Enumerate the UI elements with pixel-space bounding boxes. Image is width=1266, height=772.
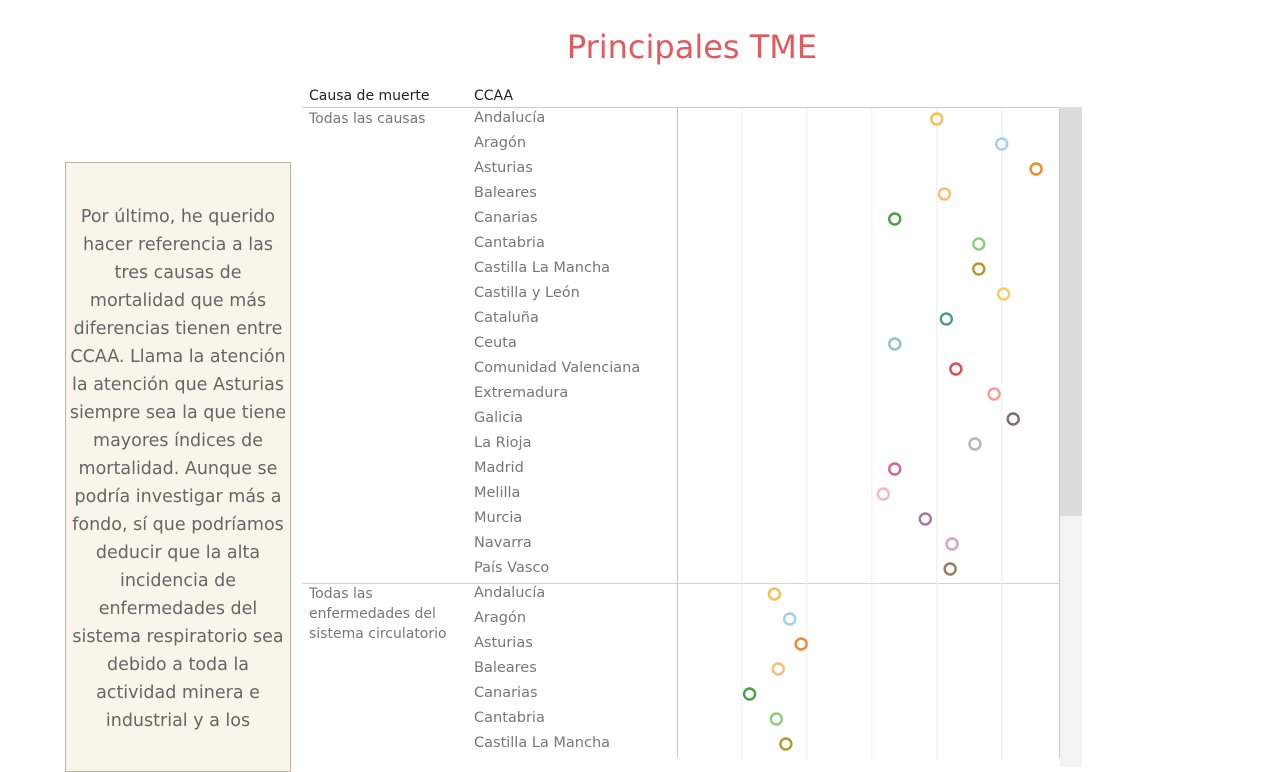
data-point[interactable] xyxy=(1029,162,1043,176)
ccaa-label: Murcia xyxy=(474,510,523,526)
ccaa-label: Ceuta xyxy=(474,335,517,351)
story-text-box: Por último, he querido hacer referencia … xyxy=(65,162,291,772)
ccaa-label: Cataluña xyxy=(474,310,539,326)
data-point[interactable] xyxy=(949,362,963,376)
data-point[interactable] xyxy=(767,587,782,601)
ccaa-label: Canarias xyxy=(474,685,538,701)
scrollbar-thumb[interactable] xyxy=(1060,107,1082,516)
ccaa-label: Asturias xyxy=(474,635,533,651)
data-point[interactable] xyxy=(876,487,890,501)
ccaa-label: Extremadura xyxy=(474,385,569,401)
ccaa-label: Madrid xyxy=(474,460,524,476)
data-point[interactable] xyxy=(918,512,932,526)
data-point[interactable] xyxy=(996,287,1011,301)
ccaa-label: Castilla La Mancha xyxy=(474,735,611,751)
ccaa-label: La Rioja xyxy=(474,435,532,451)
data-point[interactable] xyxy=(782,612,797,626)
cause-label: Todas las causas xyxy=(309,110,426,127)
ccaa-label: Aragón xyxy=(474,135,527,151)
cause-label: Todas las enfermedades del sistema circu… xyxy=(309,585,447,642)
data-point[interactable] xyxy=(972,237,986,251)
data-point[interactable] xyxy=(930,112,944,126)
ccaa-label: Melilla xyxy=(474,485,521,501)
data-point[interactable] xyxy=(888,212,902,226)
data-point[interactable] xyxy=(943,562,957,576)
chart-title: Principales TME xyxy=(566,28,818,66)
section-divider xyxy=(302,582,1059,584)
ccaa-label: Castilla y León xyxy=(474,285,580,301)
story-text: Por último, he querido hacer referencia … xyxy=(69,207,287,731)
ccaa-label: Navarra xyxy=(474,535,532,551)
header-cause: Causa de muerte xyxy=(309,88,430,104)
data-point[interactable] xyxy=(972,262,986,276)
plot-right-border xyxy=(1059,582,1060,758)
plot-axis-border xyxy=(677,582,678,758)
ccaa-label: Aragón xyxy=(474,610,527,626)
ccaa-label: Asturias xyxy=(474,160,533,176)
ccaa-label: Galicia xyxy=(474,410,524,426)
ccaa-label: Comunidad Valenciana xyxy=(474,360,641,376)
data-point[interactable] xyxy=(1006,412,1020,426)
ccaa-label: Baleares xyxy=(474,185,537,201)
header-divider xyxy=(302,107,1059,108)
data-point[interactable] xyxy=(794,637,808,651)
data-point[interactable] xyxy=(771,662,785,676)
ccaa-label: Castilla La Mancha xyxy=(474,260,611,276)
data-point[interactable] xyxy=(779,737,793,751)
data-point[interactable] xyxy=(995,137,1009,151)
data-point[interactable] xyxy=(742,687,757,701)
plot-axis-border xyxy=(677,107,678,583)
plot-right-border xyxy=(1059,107,1060,583)
data-point[interactable] xyxy=(945,537,959,551)
ccaa-label: Baleares xyxy=(474,660,537,676)
header-ccaa: CCAA xyxy=(474,88,514,104)
data-point[interactable] xyxy=(769,712,784,726)
data-point[interactable] xyxy=(939,312,954,326)
data-point[interactable] xyxy=(888,462,902,476)
ccaa-label: Andalucía xyxy=(474,110,546,126)
data-point[interactable] xyxy=(937,187,952,201)
data-point[interactable] xyxy=(888,337,902,351)
data-point[interactable] xyxy=(987,387,1001,401)
ccaa-label: Andalucía xyxy=(474,585,546,601)
ccaa-label: País Vasco xyxy=(474,560,550,576)
ccaa-label: Cantabria xyxy=(474,235,545,251)
ccaa-label: Canarias xyxy=(474,210,538,226)
data-point[interactable] xyxy=(968,437,982,451)
ccaa-label: Cantabria xyxy=(474,710,545,726)
